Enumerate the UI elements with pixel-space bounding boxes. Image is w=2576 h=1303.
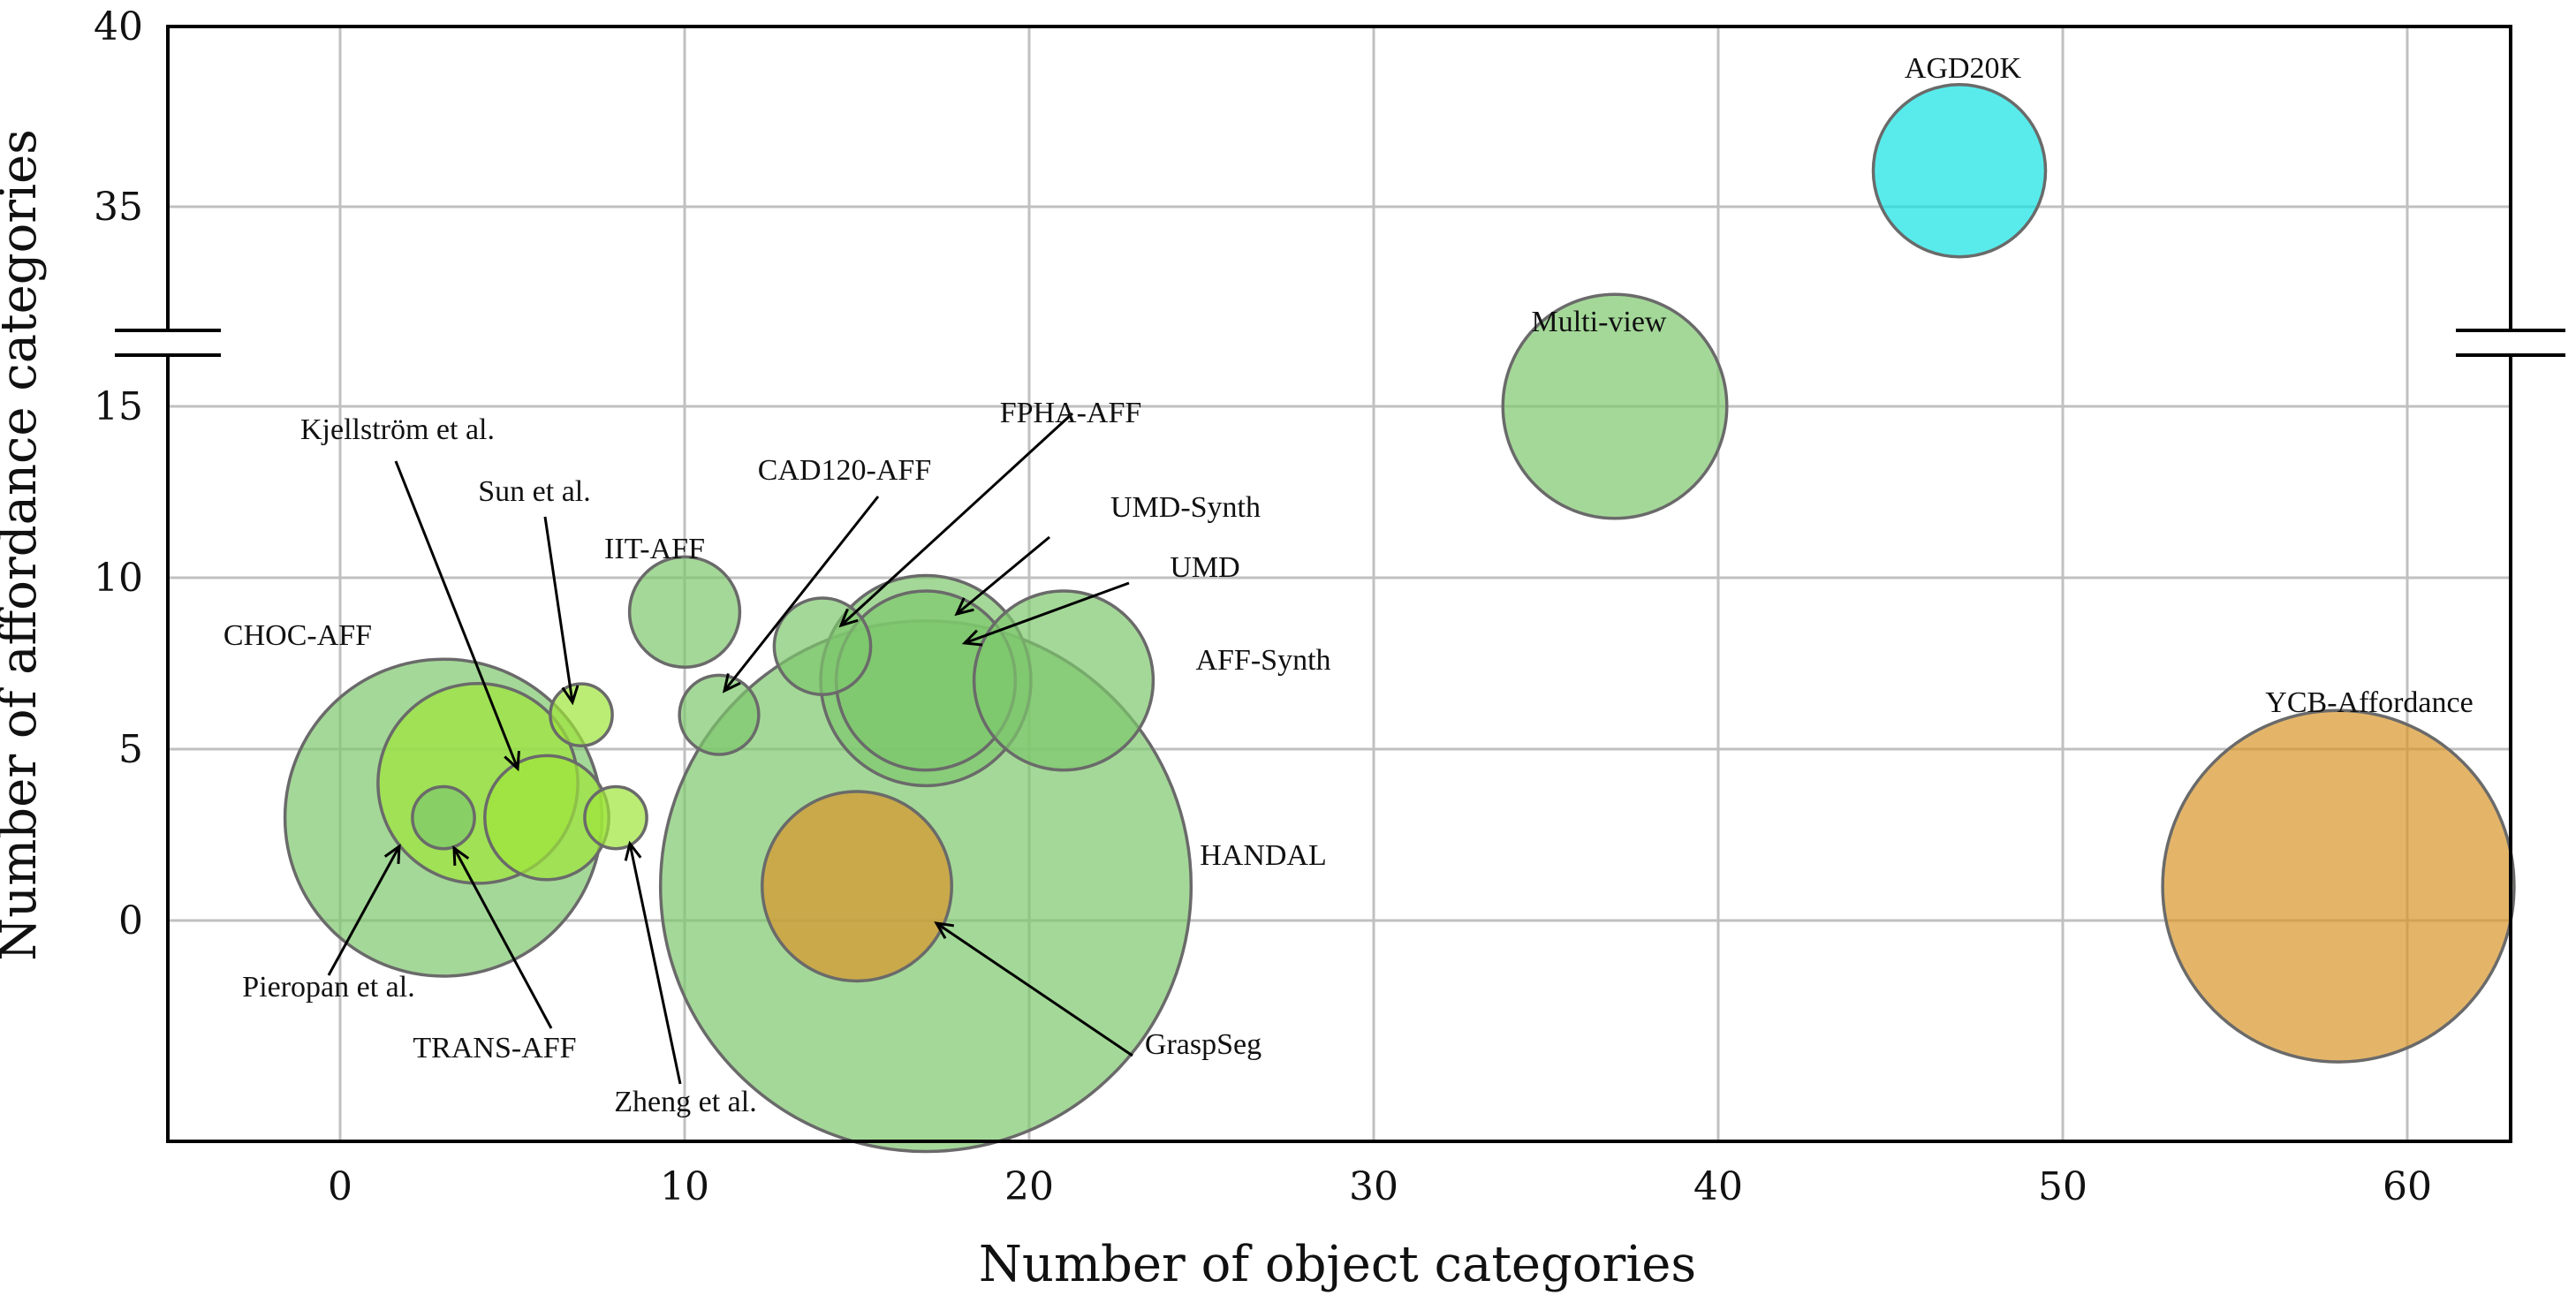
bubble-fpha-aff bbox=[772, 596, 873, 696]
label-ycb-affordance: YCB-Affordance bbox=[2265, 686, 2473, 719]
label-fpha-aff: FPHA-AFF bbox=[1000, 397, 1142, 429]
label-kjellstr-m-et-al-: Kjellström et al. bbox=[300, 413, 495, 446]
label-agd20k: AGD20K bbox=[1905, 52, 2022, 85]
x-tick-label: 20 bbox=[1004, 1164, 1054, 1209]
annotation-arrow-head bbox=[452, 845, 470, 867]
label-pieropan-et-al-: Pieropan et al. bbox=[242, 971, 414, 1004]
annotation-arrow-head bbox=[934, 921, 955, 940]
annotation-arrow-head bbox=[954, 597, 974, 617]
label-cad120-aff: CAD120-AFF bbox=[758, 454, 931, 487]
annotation-arrow-line bbox=[394, 460, 519, 769]
bubble-iit-aff bbox=[627, 555, 742, 669]
label-graspseg: GraspSeg bbox=[1145, 1028, 1261, 1061]
label-aff-synth: AFF-Synth bbox=[1195, 644, 1330, 677]
bubble-cad120-aff bbox=[678, 673, 761, 756]
axis-break-gap bbox=[115, 330, 221, 355]
annotation-arrow-head bbox=[722, 673, 741, 693]
annotation-arrow-line bbox=[628, 843, 682, 1085]
bubble-sun-et-al- bbox=[549, 682, 614, 748]
bubble-aff-synth bbox=[972, 589, 1155, 772]
label-umd: UMD bbox=[1170, 551, 1239, 584]
label-choc-aff: CHOC-AFF bbox=[224, 619, 372, 652]
y-tick-label: 0 bbox=[118, 898, 143, 943]
annotation-arrows bbox=[327, 412, 1133, 1085]
bubbles bbox=[283, 82, 2516, 1154]
x-tick-label: 60 bbox=[2383, 1164, 2432, 1209]
label-sun-et-al-: Sun et al. bbox=[478, 475, 590, 508]
y-tick-label: 5 bbox=[118, 727, 143, 772]
bubble-zheng-et-al- bbox=[583, 784, 648, 851]
y-tick-label: 40 bbox=[94, 4, 143, 49]
plot-frame bbox=[166, 25, 2512, 1143]
annotation-arrow-head bbox=[561, 685, 580, 706]
tick-labels: 0 10 20 30 40 50 60 0 5 10 15 35 40 bbox=[94, 4, 2432, 1209]
bubble-graspseg bbox=[761, 790, 953, 983]
label-iit-aff: IIT-AFF bbox=[604, 533, 705, 565]
x-tick-label: 30 bbox=[1349, 1164, 1398, 1209]
annotation-arrow-line bbox=[956, 535, 1050, 616]
y-tick-label: 15 bbox=[94, 384, 143, 429]
data-labels: CHOC-AFF Kjellström et al. Sun et al. Piero… bbox=[224, 52, 2474, 1118]
annotation-arrow-line bbox=[936, 921, 1133, 1057]
bubble-multi-view bbox=[1501, 292, 1729, 520]
y-tick-label: 35 bbox=[94, 185, 143, 230]
annotation-arrow-line bbox=[327, 845, 401, 976]
label-handal: HANDAL bbox=[1200, 839, 1327, 872]
axis-break-marks bbox=[115, 329, 2565, 357]
x-tick-label: 10 bbox=[660, 1164, 709, 1209]
annotation-arrow-head bbox=[383, 843, 401, 865]
annotation-arrow-head bbox=[624, 840, 642, 861]
x-axis-label: Number of object categories bbox=[979, 1236, 1696, 1293]
gridlines bbox=[168, 25, 2511, 1141]
bubble-agd20k bbox=[1871, 82, 2048, 259]
x-tick-label: 50 bbox=[2038, 1164, 2087, 1209]
y-axis-label: Number of affordance categories bbox=[0, 129, 48, 961]
annotation-arrow-line bbox=[452, 847, 553, 1029]
annotation-arrow-head bbox=[504, 750, 520, 772]
annotation-arrow-head bbox=[961, 629, 983, 647]
annotation-arrow-line bbox=[543, 516, 574, 703]
x-tick-label: 0 bbox=[328, 1164, 352, 1209]
bubble-ycb-affordance bbox=[2161, 708, 2516, 1064]
annotation-arrow-line bbox=[964, 581, 1130, 645]
y-tick-label: 10 bbox=[94, 556, 143, 601]
annotation-arrow-head bbox=[838, 608, 859, 628]
label-trans-aff: TRANS-AFF bbox=[413, 1032, 576, 1064]
label-zheng-et-al-: Zheng et al. bbox=[614, 1086, 756, 1118]
bubble-pieropan-et-al- bbox=[411, 784, 476, 851]
annotation-arrow-line bbox=[839, 412, 1074, 627]
axis-break-gap bbox=[2456, 330, 2565, 355]
x-tick-label: 40 bbox=[1693, 1164, 1743, 1209]
annotation-arrow-line bbox=[723, 496, 880, 692]
label-multi-view: Multi-view bbox=[1532, 306, 1667, 338]
label-umd-synth: UMD-Synth bbox=[1110, 491, 1261, 524]
